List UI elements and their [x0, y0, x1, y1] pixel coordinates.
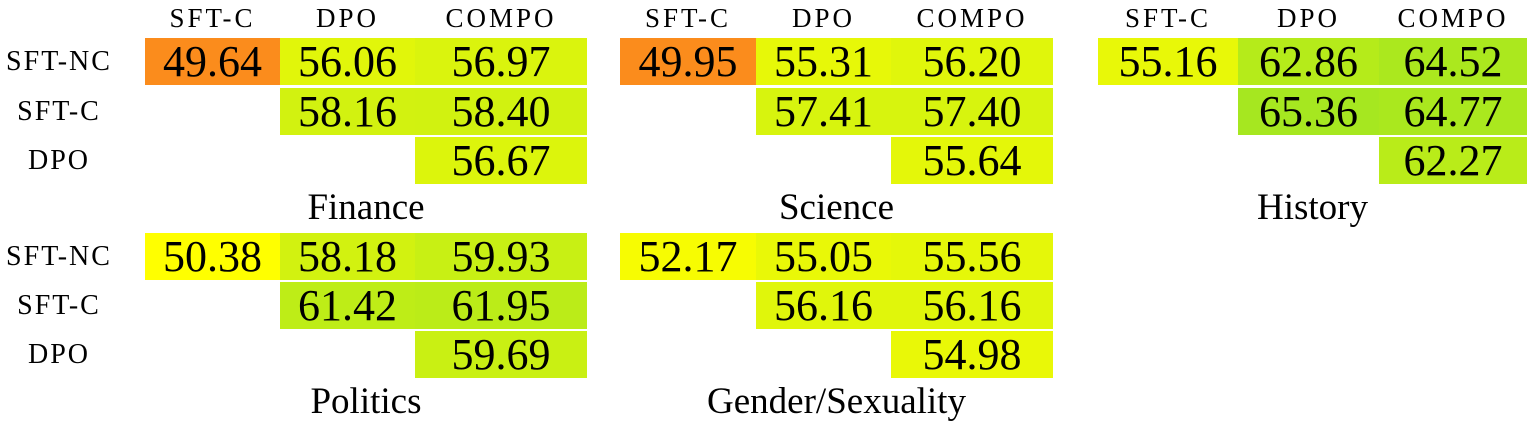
politics-cell-sftc-vs-compo: 61.95: [415, 282, 587, 329]
finance-cell-dpo-vs-compo: 56.67: [415, 137, 587, 184]
science-cell-sftc-vs-dpo: 57.41: [756, 88, 891, 135]
gender-cell-sftc-vs-compo: 56.16: [891, 282, 1053, 329]
finance-col-header-sft-c: SFT-C: [169, 2, 256, 33]
top-row-label-sft-nc: SFT-NC: [6, 45, 112, 77]
gender-cell-sftnc-vs-compo: 55.56: [891, 233, 1053, 280]
caption-politics: Politics: [310, 380, 422, 422]
finance-cell-sftnc-vs-dpo: 56.06: [280, 38, 415, 85]
politics-cell-dpo-vs-compo: 59.69: [415, 331, 587, 378]
science-cell-sftnc-vs-compo: 56.20: [891, 38, 1053, 85]
bottom-row-label-dpo: DPO: [27, 338, 90, 370]
finance-cell-sftnc-vs-compo: 56.97: [415, 38, 587, 85]
history-cell-sftc-vs-dpo: 65.36: [1238, 88, 1379, 135]
finance-cell-sftnc-vs-sftc: 49.64: [145, 38, 280, 85]
politics-cell-sftnc-vs-compo: 59.93: [415, 233, 587, 280]
science-cell-dpo-vs-compo: 55.64: [891, 137, 1053, 184]
history-col-header-dpo: DPO: [1276, 2, 1340, 33]
caption-science: Science: [778, 186, 895, 228]
finance-cell-sftc-vs-dpo: 58.16: [280, 88, 415, 135]
history-cell-sftc-vs-compo: 64.77: [1379, 88, 1527, 135]
top-row-label-sft-c: SFT-C: [17, 95, 101, 127]
gender-cell-sftnc-vs-dpo: 55.05: [756, 233, 891, 280]
caption-history: History: [1257, 186, 1368, 228]
finance-col-header-dpo: DPO: [315, 2, 379, 33]
politics-cell-sftnc-vs-sftc: 50.38: [145, 233, 280, 280]
gender-cell-sftnc-vs-sftc: 52.17: [620, 233, 756, 280]
finance-cell-sftc-vs-compo: 58.40: [415, 88, 587, 135]
science-col-header-compo: COMPO: [916, 2, 1028, 33]
gender-cell-sftc-vs-dpo: 56.16: [756, 282, 891, 329]
politics-cell-sftc-vs-dpo: 61.42: [280, 282, 415, 329]
history-cell-dpo-vs-compo: 62.27: [1379, 137, 1527, 184]
caption-finance: Finance: [307, 186, 425, 228]
bottom-row-label-sft-nc: SFT-NC: [6, 240, 112, 272]
top-row-label-dpo: DPO: [27, 144, 90, 176]
history-cell-sftnc-vs-compo: 64.52: [1379, 38, 1527, 85]
history-col-header-compo: COMPO: [1397, 2, 1509, 33]
finance-col-header-compo: COMPO: [445, 2, 557, 33]
gender-cell-dpo-vs-compo: 54.98: [891, 331, 1053, 378]
science-cell-sftnc-vs-sftc: 49.95: [620, 38, 756, 85]
caption-gender-sexuality: Gender/Sexuality: [707, 380, 966, 422]
science-cell-sftnc-vs-dpo: 55.31: [756, 38, 891, 85]
history-col-header-sft-c: SFT-C: [1124, 2, 1212, 33]
science-col-header-dpo: DPO: [791, 2, 855, 33]
science-col-header-sft-c: SFT-C: [644, 2, 732, 33]
science-cell-sftc-vs-compo: 57.40: [891, 88, 1053, 135]
history-cell-sftnc-vs-dpo: 62.86: [1238, 38, 1379, 85]
politics-cell-sftnc-vs-dpo: 58.18: [280, 233, 415, 280]
bottom-row-label-sft-c: SFT-C: [17, 289, 101, 321]
history-cell-sftnc-vs-sftc: 55.16: [1098, 38, 1238, 85]
